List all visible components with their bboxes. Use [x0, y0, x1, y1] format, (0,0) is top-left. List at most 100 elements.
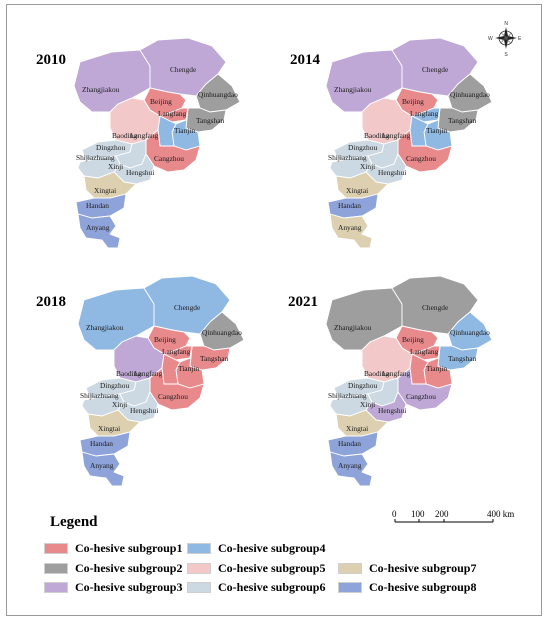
city-labels: Zhangjiakou Chengde Qinhuangdao Tangshan Bei…: [328, 303, 490, 470]
legend-label: Co-hesive subgroup4: [218, 540, 326, 555]
city-label-xinji: Xinji: [108, 162, 123, 171]
city-label-chengde: Chengde: [170, 65, 197, 74]
city-label-qinhuangdao: Qinhuangdao: [202, 328, 242, 337]
city-label-langfang-s: Langfang: [382, 131, 411, 140]
city-label-langfang-n: Langfang: [158, 109, 187, 118]
city-label-baoding: Baoding: [112, 131, 137, 140]
compass-south: S: [504, 52, 508, 58]
city-label-hengshui: Hengshui: [126, 168, 154, 177]
compass-north: N: [504, 21, 508, 27]
city-label-xinji: Xinji: [360, 400, 375, 409]
city-label-chengde: Chengde: [422, 65, 449, 74]
city-label-baoding: Baoding: [116, 369, 141, 378]
scale-tick-100: 100: [411, 509, 425, 519]
city-label-zhangjiakou: Zhangjiakou: [334, 323, 372, 332]
city-label-beijing: Beijing: [402, 97, 424, 106]
city-labels: Zhangjiakou Chengde Qinhuangdao Tangshan Bei…: [328, 65, 490, 232]
city-label-anyang: Anyang: [338, 223, 362, 232]
city-label-anyang: Anyang: [86, 223, 110, 232]
legend-item-subgroup8: Co-hesive subgroup8: [338, 580, 476, 594]
city-label-baoding: Baoding: [364, 369, 389, 378]
panel-year-label: 2014: [290, 52, 321, 68]
legend-label: Co-hesive subgroup2: [75, 560, 183, 575]
legend-label: Co-hesive subgroup7: [369, 560, 477, 575]
city-label-qinhuangdao: Qinhuangdao: [450, 90, 490, 99]
panel-year-label: 2021: [288, 294, 318, 310]
legend-title: Legend: [50, 514, 98, 530]
legend-item-subgroup6: Co-hesive subgroup6: [187, 580, 325, 594]
legend-swatch: [187, 581, 211, 593]
scale-tick-0: 0: [392, 509, 397, 519]
city-label-xingtai: Xingtai: [94, 186, 116, 195]
city-label-cangzhou: Cangzhou: [154, 154, 184, 163]
city-label-handan: Handan: [86, 201, 109, 210]
city-label-dingzhou: Dingzhou: [96, 143, 125, 152]
legend-item-subgroup7: Co-hesive subgroup7: [338, 561, 476, 575]
legend-label: Co-hesive subgroup5: [218, 560, 326, 575]
city-label-hengshui: Hengshui: [378, 406, 406, 415]
city-label-xingtai: Xingtai: [346, 424, 368, 433]
legend-item-subgroup4: Co-hesive subgroup4: [187, 541, 325, 555]
city-label-hengshui: Hengshui: [130, 406, 158, 415]
city-label-qinhuangdao: Qinhuangdao: [450, 328, 490, 337]
city-labels: Zhangjiakou Chengde Qinhuangdao Tangshan Bei…: [80, 303, 242, 470]
city-label-dingzhou: Dingzhou: [348, 143, 377, 152]
panel-year-label: 2010: [36, 52, 66, 68]
city-labels: Zhangjiakou Chengde Qinhuangdao Tangshan Bei…: [76, 65, 238, 232]
city-label-tangshan: Tangshan: [448, 116, 477, 125]
legend-item-subgroup1: Co-hesive subgroup1: [44, 541, 182, 555]
city-label-langfang-n: Langfang: [410, 347, 439, 356]
city-label-xinji: Xinji: [112, 400, 127, 409]
city-label-chengde: Chengde: [422, 303, 449, 312]
city-label-zhangjiakou: Zhangjiakou: [82, 85, 120, 94]
legend-swatch: [44, 562, 68, 574]
scale-bar: 0 100 200 400 km: [392, 509, 514, 523]
city-label-cangzhou: Cangzhou: [406, 392, 436, 401]
city-label-langfang-s: Langfang: [134, 369, 163, 378]
compass-star-diag-icon: [500, 32, 512, 44]
city-label-langfang-s: Langfang: [382, 369, 411, 378]
city-label-beijing: Beijing: [150, 97, 172, 106]
legend-swatch: [44, 542, 68, 554]
panel-year-label: 2018: [36, 294, 66, 310]
city-label-xingtai: Xingtai: [346, 186, 368, 195]
city-label-baoding: Baoding: [364, 131, 389, 140]
city-label-handan: Handan: [338, 201, 361, 210]
legend-label: Co-hesive subgroup8: [369, 579, 477, 594]
compass-rose: N S E W: [488, 21, 522, 58]
city-label-tianjin: Tianjin: [426, 126, 447, 135]
city-label-qinhuangdao: Qinhuangdao: [198, 90, 238, 99]
city-label-beijing: Beijing: [402, 335, 424, 344]
city-label-tianjin: Tianjin: [426, 364, 447, 373]
city-label-cangzhou: Cangzhou: [406, 154, 436, 163]
city-label-dingzhou: Dingzhou: [100, 381, 129, 390]
city-label-zhangjiakou: Zhangjiakou: [334, 85, 372, 94]
legend-label: Co-hesive subgroup6: [218, 579, 326, 594]
city-label-xinji: Xinji: [360, 162, 375, 171]
legend-swatch: [44, 581, 68, 593]
legend-item-subgroup3: Co-hesive subgroup3: [44, 580, 182, 594]
legend-swatch: [338, 581, 362, 593]
compass-west: W: [488, 36, 493, 42]
figure-frame: [6, 4, 542, 616]
legend-item-subgroup5: Co-hesive subgroup5: [187, 561, 325, 575]
city-label-tianjin: Tianjin: [178, 364, 199, 373]
city-label-shijiazhuang: Shijiazhuang: [328, 153, 367, 162]
map-panel-2010: 2010 Zhangjiakou Chengde Qinhuangdao Tangsh…: [36, 37, 241, 249]
legend-swatch: [338, 562, 362, 574]
scale-tick-200: 200: [435, 509, 449, 519]
city-label-langfang-n: Langfang: [410, 109, 439, 118]
legend-item-subgroup2: Co-hesive subgroup2: [44, 561, 182, 575]
map-panel-2014: 2014 Zhangjiakou Chengde Qinhuangdao Tangsh…: [290, 37, 493, 249]
legend-label: Co-hesive subgroup3: [75, 579, 183, 594]
city-label-shijiazhuang: Shijiazhuang: [328, 391, 367, 400]
city-label-hengshui: Hengshui: [378, 168, 406, 177]
city-label-zhangjiakou: Zhangjiakou: [86, 323, 124, 332]
city-label-shijiazhuang: Shijiazhuang: [80, 391, 119, 400]
city-label-xingtai: Xingtai: [98, 424, 120, 433]
city-label-langfang-s: Langfang: [130, 131, 159, 140]
city-label-tangshan: Tangshan: [196, 116, 225, 125]
city-label-shijiazhuang: Shijiazhuang: [76, 153, 115, 162]
city-label-tianjin: Tianjin: [174, 126, 195, 135]
